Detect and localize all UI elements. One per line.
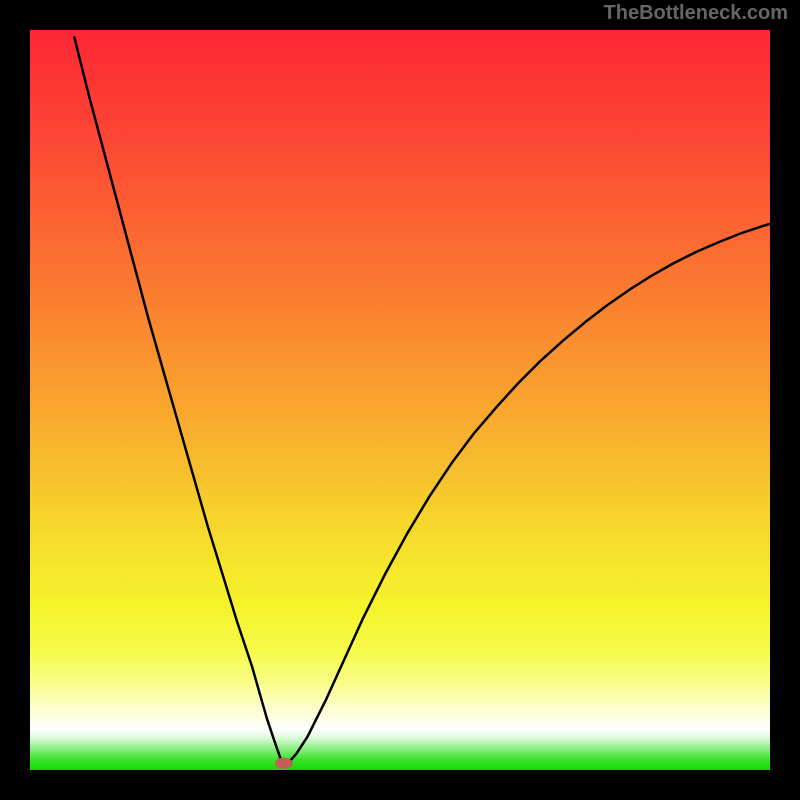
chart-svg (0, 0, 800, 800)
bottleneck-chart: TheBottleneck.com (0, 0, 800, 800)
plot-background (30, 30, 770, 770)
attribution-label: TheBottleneck.com (604, 2, 788, 25)
optimal-point-marker (275, 758, 293, 769)
